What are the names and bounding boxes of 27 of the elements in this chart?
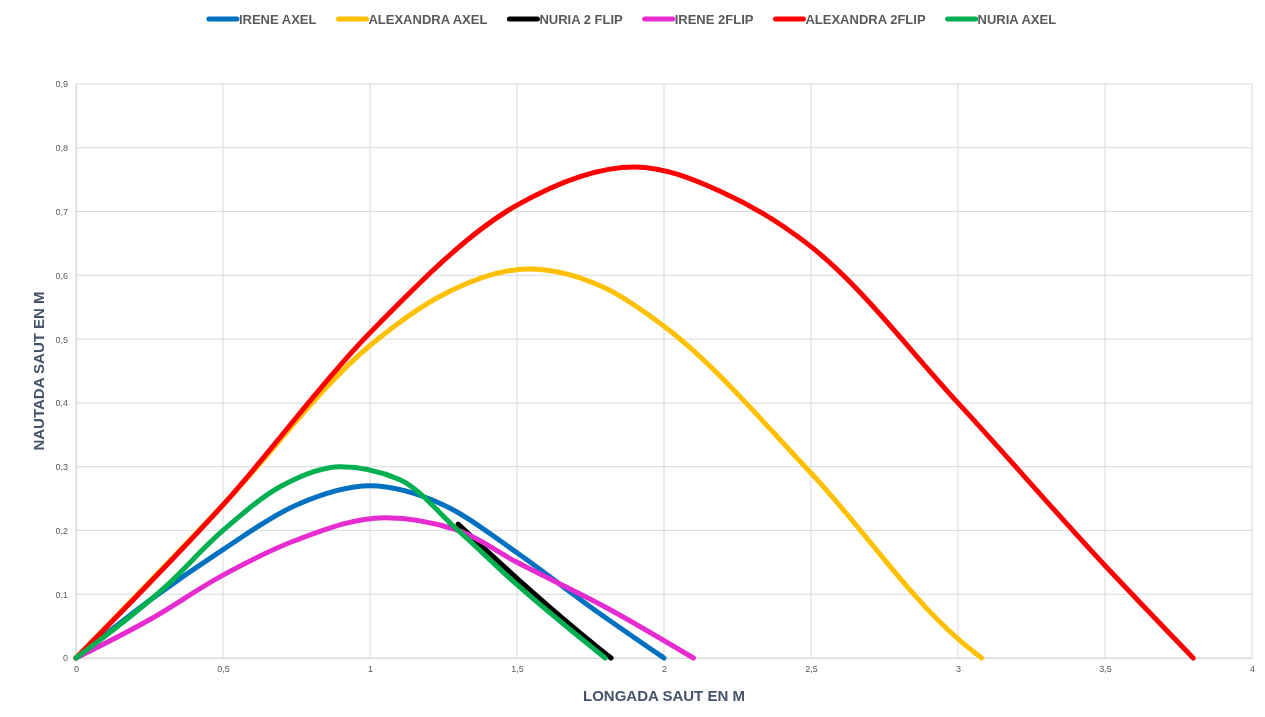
x-tick-label: 1,5 <box>511 664 524 675</box>
y-tick-label: 0,2 <box>55 525 68 536</box>
y-tick-label: 0,8 <box>55 143 68 154</box>
y-tick-label: 0,1 <box>55 589 68 600</box>
legend-label: IRENE AXEL <box>238 12 317 27</box>
y-axis-title: NAUTADA SAUT EN M <box>30 291 47 451</box>
y-tick-label: 0,3 <box>55 462 68 473</box>
y-tick-label: 0,5 <box>55 334 68 345</box>
x-tick-label: 2,5 <box>805 664 818 675</box>
x-tick-label: 2 <box>661 664 668 675</box>
x-tick-label: 3 <box>955 664 962 675</box>
legend-label: ALEXANDRA 2FLIP <box>805 12 926 27</box>
legend-label: NURIA 2 FLIP <box>539 12 624 27</box>
y-tick-label: 0 <box>62 653 68 664</box>
y-tick-label: 0,4 <box>55 398 68 409</box>
legend-label: NURIA AXEL <box>977 12 1057 27</box>
x-tick-label: 0,5 <box>217 664 230 675</box>
legend-label: ALEXANDRA AXEL <box>368 12 488 27</box>
x-tick-label: 3,5 <box>1099 664 1112 675</box>
x-axis-title: LONGADA SAUT EN M <box>583 687 745 704</box>
legend-label: IRENE 2FLIP <box>674 12 754 27</box>
y-tick-label: 0,9 <box>55 79 68 90</box>
x-tick-label: 1 <box>367 664 374 675</box>
x-tick-label: 4 <box>1249 664 1256 675</box>
x-tick-label: 0 <box>73 664 80 675</box>
y-tick-label: 0,7 <box>55 206 68 217</box>
y-tick-label: 0,6 <box>55 270 68 281</box>
